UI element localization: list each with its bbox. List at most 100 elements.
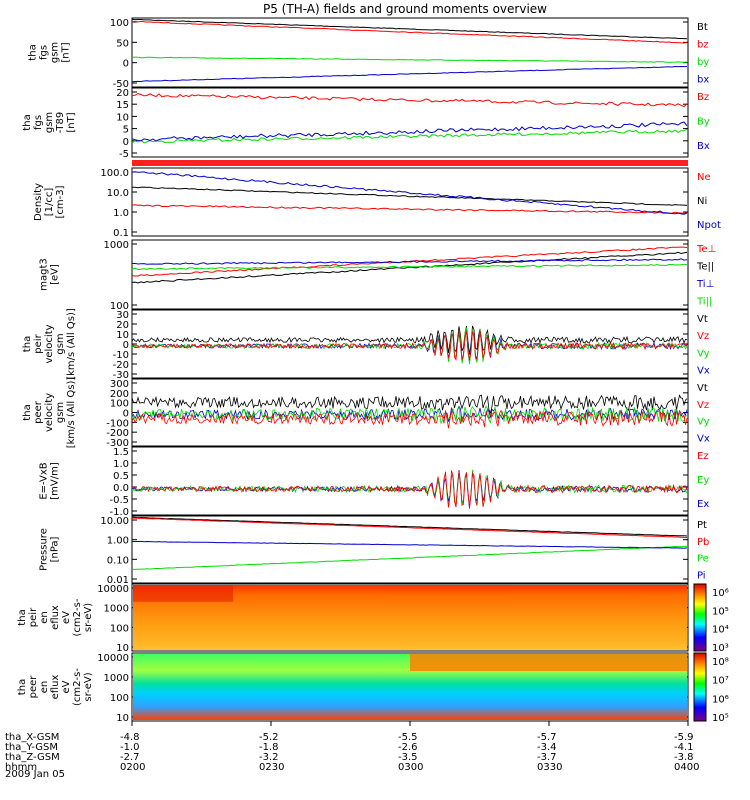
colorbar <box>693 652 707 722</box>
legend-pt: Pt <box>697 520 707 531</box>
series-bx <box>131 121 688 142</box>
ylabel-line: tha <box>22 114 33 130</box>
ytick-label: 10.00 <box>100 516 129 527</box>
panel-5: thapeirvelocitygsm[km/s (All Qs)] 3020100… <box>22 308 710 381</box>
panel-frame <box>131 17 689 88</box>
xaxis-value: 0400 <box>674 762 699 773</box>
legend-bx: bx <box>697 74 709 85</box>
ytick-label: 10 <box>116 330 129 341</box>
ytick-label: -300 <box>106 438 129 449</box>
xaxis-value: -1.8 <box>259 742 279 753</box>
xaxis-row-label: tha_Y-GSM <box>5 742 58 753</box>
panel-frame <box>131 239 689 310</box>
legend-ti: Ti⊥ <box>696 279 714 290</box>
series-tiperp <box>131 258 688 265</box>
ytick-label: 5 <box>123 125 129 136</box>
ytick-label: 10 <box>116 112 129 123</box>
panel-traces <box>133 654 687 720</box>
spectrogram-band <box>410 654 687 671</box>
panel-ylabel: thafgsgsm-T89[nT] <box>22 112 77 134</box>
panel-10: thapeerenefluxeV(cm2-s-sr-eV)10000 1000 10… <box>17 652 729 724</box>
series-vz <box>131 330 688 362</box>
series-vx <box>131 405 688 423</box>
ylabel-line: Pressure <box>39 528 50 571</box>
legend-te||: Te|| <box>696 261 714 272</box>
legend-vt: Vt <box>697 383 708 394</box>
xaxis-value: 0230 <box>259 762 284 773</box>
series-ne <box>131 204 688 214</box>
ytick-label: 100 <box>110 301 129 312</box>
ytick-label: 0 <box>123 340 129 351</box>
series-bz <box>131 92 688 108</box>
ylabel-line: peir <box>28 607 39 627</box>
ylabel-line: tha <box>17 679 28 695</box>
legend-ey: Ey <box>697 475 709 486</box>
ylabel-line: tha <box>17 609 28 625</box>
ytick-label: 20 <box>116 320 129 331</box>
ylabel-line: [km/s (All Qs)] <box>66 377 77 449</box>
panel-frame <box>131 515 689 584</box>
legend-by: By <box>697 116 710 127</box>
panel-ylabel: Pressure[nPa] <box>39 528 61 571</box>
xaxis-value: -3.7 <box>537 752 557 763</box>
colorbar-label: 10³ <box>712 643 729 654</box>
ytick-label: -30 <box>113 370 129 381</box>
ytick-label: 15 <box>116 100 129 111</box>
xaxis-value: -3.2 <box>259 752 279 763</box>
panel-traces <box>131 469 688 509</box>
legend-vz: Vz <box>697 400 709 411</box>
series-pb <box>132 517 688 538</box>
panel-4: magt3[eV] 1000 100 Te⊥ Te|| Ti⊥ Ti|| <box>39 239 716 312</box>
xaxis-value: -4.1 <box>674 742 694 753</box>
ytick-label: 20 <box>116 88 129 99</box>
panel-traces <box>131 18 688 83</box>
panel-8: Pressure[nPa] 10.00 1.00 0.10 0.01 Pt Pb Pe Pi <box>39 515 709 586</box>
ytick-label: 1.0 <box>113 459 129 470</box>
series-pi <box>132 540 688 549</box>
panel-frame <box>131 167 689 237</box>
ytick-label: 0.0 <box>113 483 129 494</box>
ylabel-line: eV <box>61 611 72 624</box>
ytick-label: 10000 <box>97 653 129 664</box>
xaxis-value: 0200 <box>120 762 145 773</box>
xaxis-value: -5.2 <box>259 732 279 743</box>
panel-ylabel: thapeervelocitygsm[km/s (All Qs)] <box>22 377 77 449</box>
series-by <box>131 128 688 144</box>
ytick-label: 1000 <box>104 240 129 251</box>
legend-bz: Bz <box>697 92 709 103</box>
panel-3: Density[1/cc][cm-3] 100.0 10.0 1.0 0.1 Ne Ni Np… <box>33 167 721 239</box>
legend-vt: Vt <box>697 314 708 325</box>
ylabel-line: -T89 <box>55 112 66 134</box>
ylabel-line: tha <box>22 404 33 420</box>
date-label: 2009 Jan 05 <box>5 769 65 780</box>
panel-traces <box>131 325 688 365</box>
panel-1: thafgsgsm[nT] 100 50 0 -50 Bt bz by bx <box>28 17 709 90</box>
ylabel-line: (cm2-s- <box>72 598 83 636</box>
ytick-label: 0.10 <box>107 555 129 566</box>
panel-frame <box>131 446 689 516</box>
xaxis-value: 0300 <box>398 762 423 773</box>
xaxis-row-label: tha_X-GSM <box>5 732 59 743</box>
panel-ylabel: thapeerenefluxeV(cm2-s-sr-eV) <box>17 668 94 706</box>
xaxis-value: -3.4 <box>537 742 557 753</box>
ylabel-line: [cm-3] <box>55 185 66 218</box>
legend-bt: Bt <box>697 22 708 33</box>
ytick-label: 30 <box>116 310 129 321</box>
ylabel-line: gsm <box>55 333 66 354</box>
ylabel-line: velocity <box>44 324 55 363</box>
ytick-label: -1.0 <box>109 507 129 518</box>
ylabel-line: [eV] <box>50 264 61 285</box>
ylabel-line: [km/s (All Qs)] <box>66 308 77 380</box>
ylabel-line: eV <box>61 680 72 693</box>
panel-6: thapeervelocitygsm[km/s (All Qs)] 3002001… <box>22 377 710 449</box>
ytick-label: 10.0 <box>107 188 129 199</box>
ytick-label: 100.0 <box>100 168 129 179</box>
panel-traces <box>131 246 688 284</box>
ylabel-line: en <box>39 611 50 624</box>
ytick-label: 50 <box>116 38 129 49</box>
ytick-label: 100 <box>110 18 129 29</box>
series-ni <box>132 186 688 206</box>
ytick-label: -200 <box>106 428 129 439</box>
ytick-label: -5 <box>119 149 129 160</box>
